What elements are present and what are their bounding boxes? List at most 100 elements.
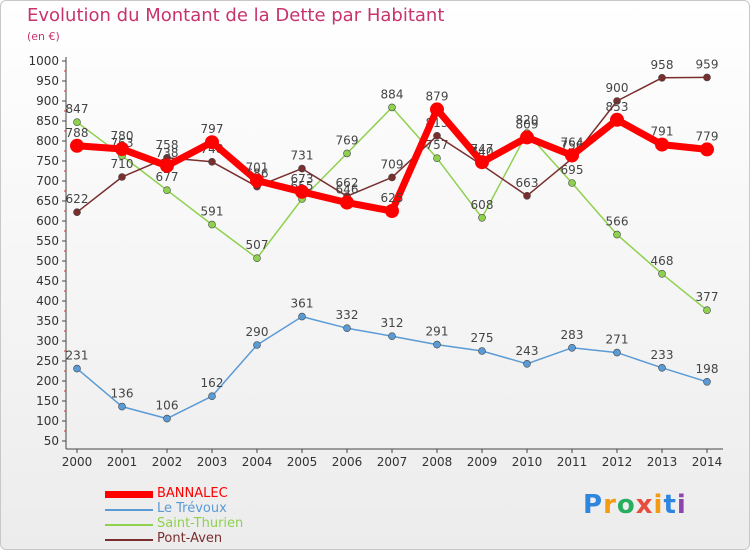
data-point <box>163 186 171 194</box>
data-point <box>478 214 486 222</box>
data-label: 900 <box>606 81 629 95</box>
x-tick-label: 2000 <box>62 455 93 469</box>
data-point <box>700 142 714 157</box>
data-label: 820 <box>516 113 539 127</box>
data-point <box>565 148 579 163</box>
legend-swatch <box>105 491 153 498</box>
data-label: 677 <box>156 170 179 184</box>
data-point <box>253 341 261 349</box>
data-label: 275 <box>471 331 494 345</box>
data-label: 879 <box>426 89 449 103</box>
data-label: 780 <box>111 129 134 143</box>
data-label: 361 <box>291 297 314 311</box>
data-point <box>658 269 666 278</box>
data-point <box>163 414 171 423</box>
data-label: 136 <box>111 387 134 401</box>
data-label: 507 <box>246 238 269 252</box>
data-label: 769 <box>336 133 359 147</box>
data-point <box>568 179 576 187</box>
y-tick-label: 350 <box>36 314 59 328</box>
data-point <box>703 73 711 82</box>
chart-subtitle: (en €) <box>27 30 60 43</box>
y-tick-label: 200 <box>36 374 59 388</box>
y-tick-label: 450 <box>36 274 59 288</box>
x-tick-label: 2004 <box>242 455 273 469</box>
data-label: 291 <box>426 325 449 339</box>
x-tick-label: 2002 <box>152 455 183 469</box>
legend-label: Le Trévoux <box>157 501 227 516</box>
y-tick-label: 150 <box>36 394 59 408</box>
data-label: 958 <box>651 58 674 72</box>
data-label: 884 <box>381 87 404 101</box>
data-point <box>208 158 216 166</box>
data-point <box>295 184 309 199</box>
data-point <box>340 195 354 210</box>
x-tick-label: 2006 <box>332 455 363 469</box>
data-point <box>343 149 351 158</box>
y-tick-label: 750 <box>36 154 59 168</box>
data-label: 809 <box>516 117 539 131</box>
data-point <box>208 220 216 229</box>
data-label: 764 <box>561 135 584 149</box>
legend-label: BANNALEC <box>157 486 228 501</box>
data-point <box>388 173 396 182</box>
proxiti-logo: Proxiti <box>583 490 687 520</box>
data-point <box>433 340 441 349</box>
data-point <box>343 324 351 333</box>
data-point <box>523 192 531 200</box>
y-tick-label: 800 <box>36 134 59 148</box>
x-tick-label: 2001 <box>107 455 138 469</box>
chart-title: Evolution du Montant de la Dette par Hab… <box>27 5 445 26</box>
y-tick-label: 700 <box>36 174 59 188</box>
y-tick-label: 950 <box>36 74 59 88</box>
data-point <box>388 332 396 341</box>
data-point <box>73 118 81 126</box>
x-tick-label: 2007 <box>377 455 408 469</box>
data-point <box>385 204 399 218</box>
data-label: 779 <box>696 129 719 143</box>
data-point <box>253 254 261 263</box>
data-point <box>118 402 126 411</box>
data-label: 566 <box>606 215 629 229</box>
data-point <box>73 208 81 216</box>
y-tick-label: 50 <box>44 434 59 448</box>
data-point <box>658 74 666 82</box>
data-point <box>478 347 486 355</box>
x-tick-label: 2003 <box>197 455 228 469</box>
data-label: 710 <box>111 157 134 171</box>
x-tick-label: 2011 <box>557 455 588 469</box>
data-label: 312 <box>381 316 404 330</box>
data-label: 738 <box>156 146 179 160</box>
data-point <box>475 155 489 170</box>
data-point <box>205 135 219 150</box>
legend-label: Pont-Aven <box>157 531 223 546</box>
x-tick-label: 2005 <box>287 455 318 469</box>
data-label: 701 <box>246 161 269 175</box>
data-point <box>160 158 174 173</box>
data-label: 106 <box>156 399 179 413</box>
data-label: 695 <box>561 163 584 177</box>
data-label: 758 <box>156 138 179 152</box>
data-point <box>703 306 711 315</box>
legend-swatch <box>105 524 153 526</box>
data-label: 853 <box>606 100 629 114</box>
data-point <box>655 137 669 152</box>
x-tick-label: 2009 <box>467 455 498 469</box>
x-tick-label: 2012 <box>602 455 633 469</box>
data-label: 731 <box>291 149 314 163</box>
data-label: 791 <box>651 125 674 139</box>
x-tick-label: 2010 <box>512 455 543 469</box>
data-label: 959 <box>696 57 719 71</box>
data-point <box>613 230 621 239</box>
data-label: 797 <box>201 122 224 136</box>
y-tick-label: 500 <box>36 254 59 268</box>
data-point <box>118 173 126 181</box>
legend-label: Saint-Thurien <box>157 516 244 531</box>
y-tick-label: 600 <box>36 214 59 228</box>
data-point <box>250 173 264 188</box>
data-label: 788 <box>66 126 89 140</box>
data-label: 747 <box>471 142 494 156</box>
data-label: 283 <box>561 328 584 342</box>
